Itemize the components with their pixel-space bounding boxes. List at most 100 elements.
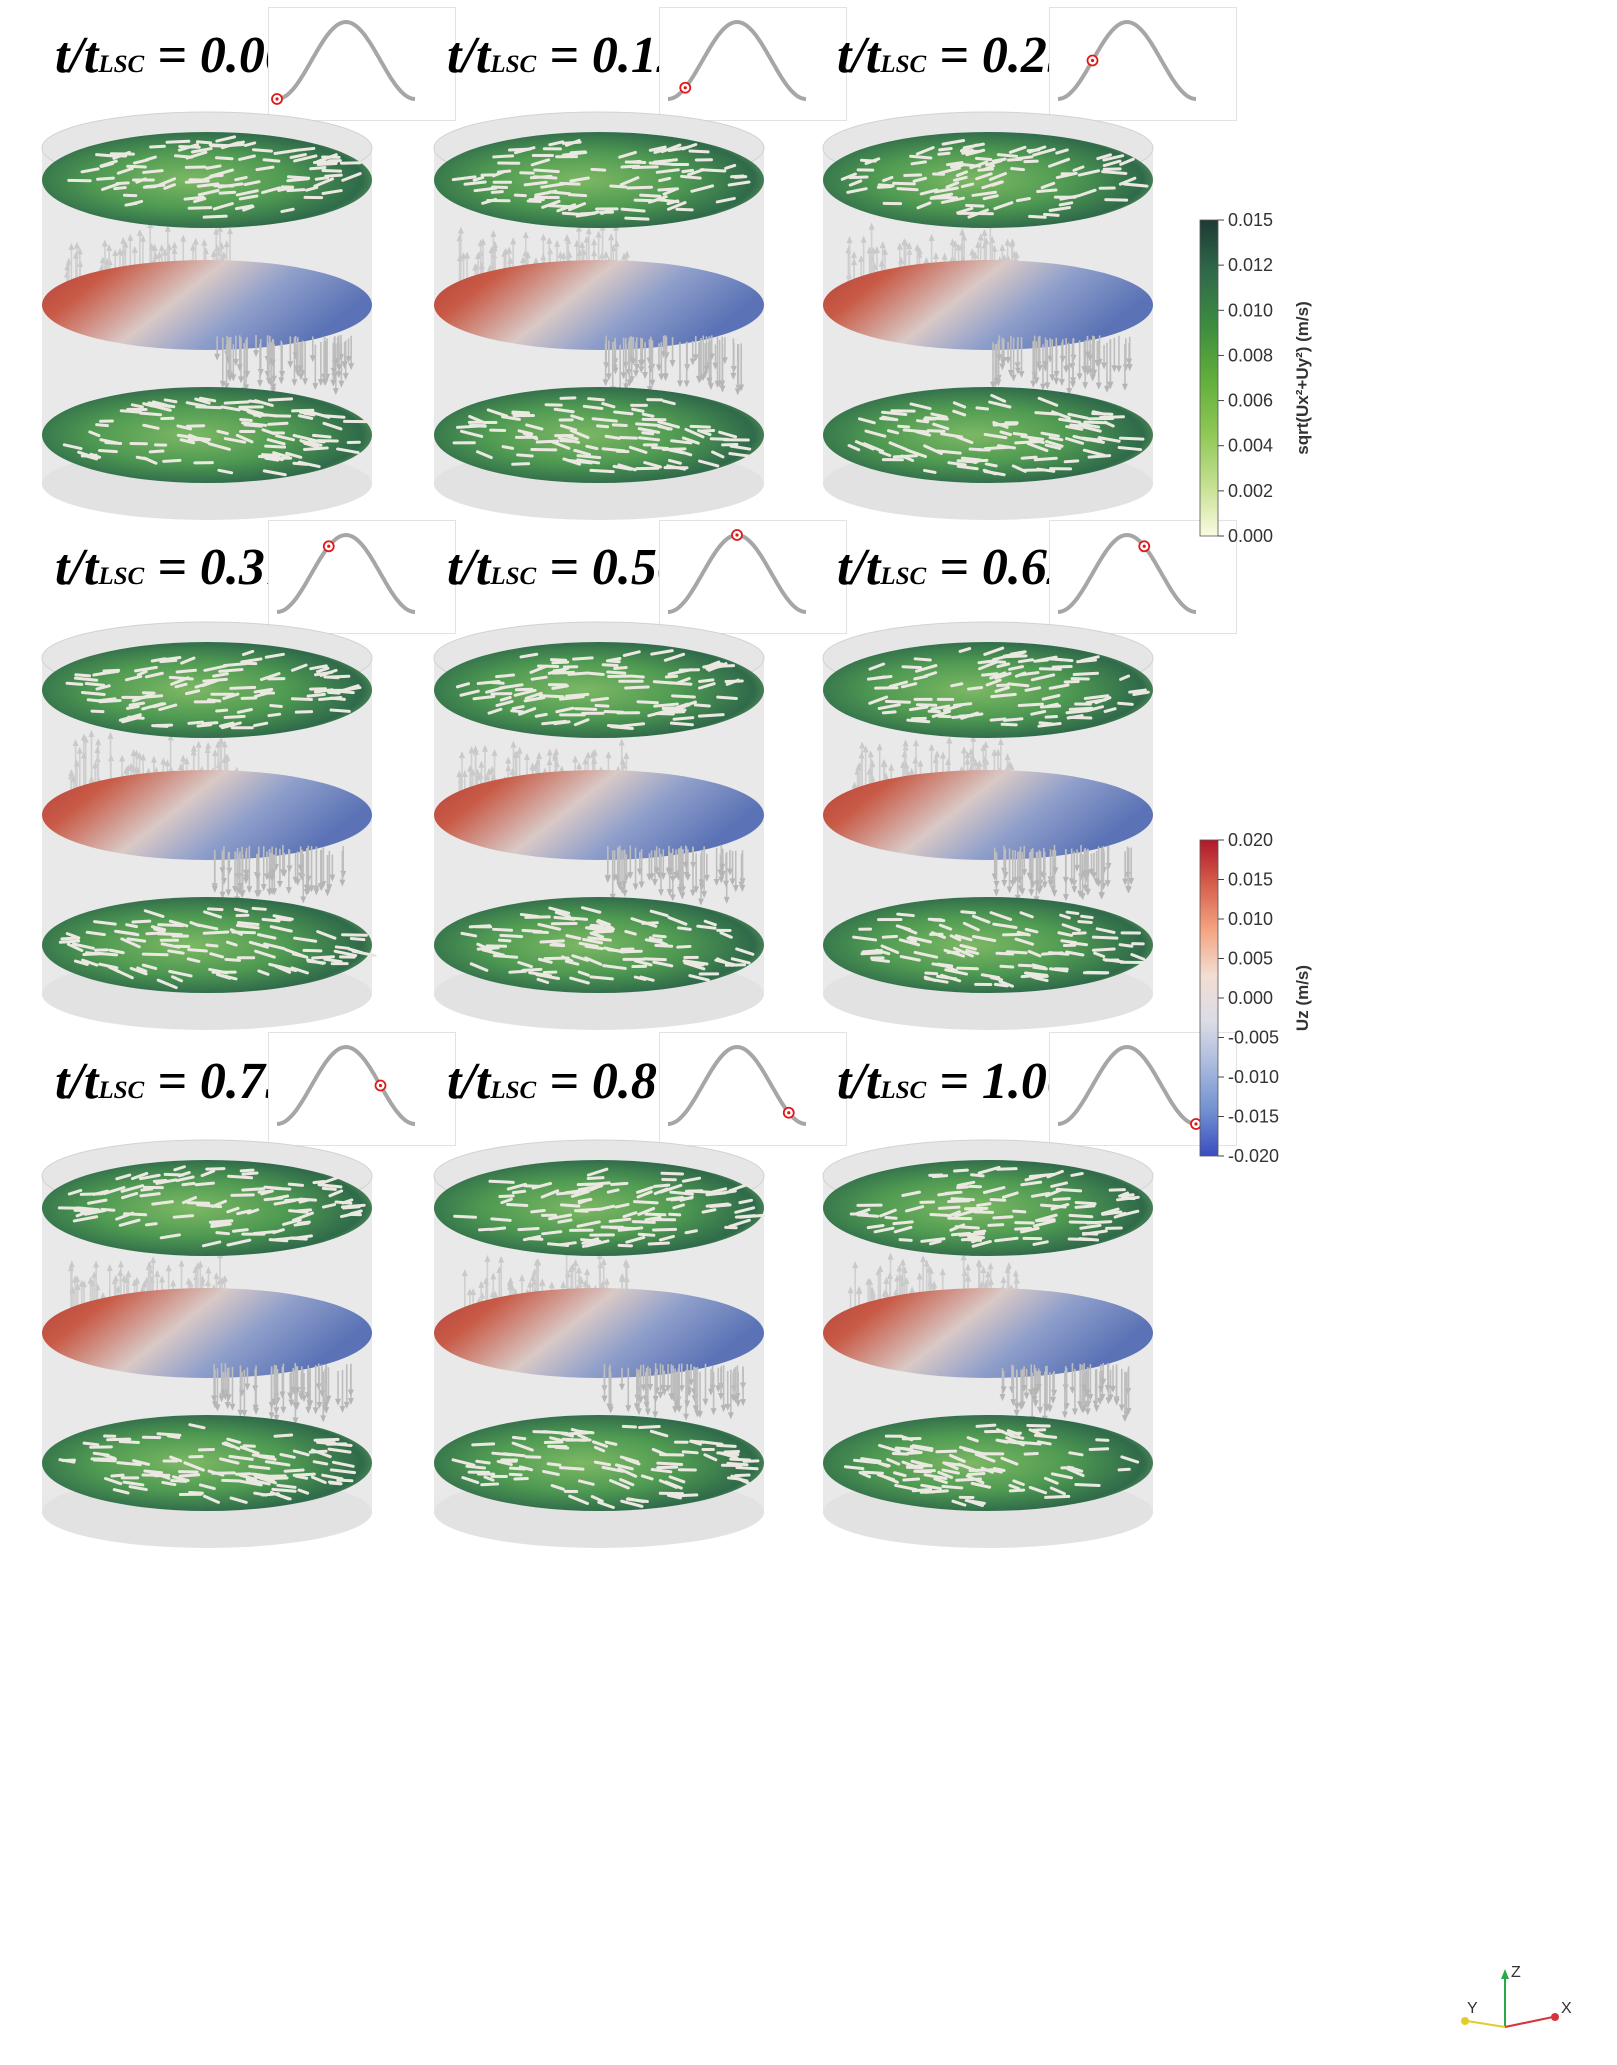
- velocity-arrow: [653, 448, 668, 449]
- velocity-arrow: [1004, 719, 1022, 721]
- velocity-arrow: [323, 170, 341, 171]
- velocity-arrow: [646, 1214, 665, 1215]
- velocity-arrow: [894, 183, 915, 184]
- velocity-arrow: [513, 1437, 524, 1438]
- velocity-arrow: [1074, 673, 1097, 674]
- velocity-arrow: [513, 464, 529, 465]
- velocity-arrow: [139, 696, 162, 698]
- velocity-arrow: [159, 925, 183, 926]
- velocity-arrow: [1089, 456, 1110, 458]
- velocity-arrow: [863, 951, 881, 952]
- velocity-arrow: [130, 703, 144, 705]
- velocity-arrow: [589, 399, 604, 400]
- velocity-arrow: [699, 715, 723, 716]
- velocity-arrow: [728, 1463, 747, 1464]
- velocity-arrow: [639, 1234, 654, 1235]
- velocity-arrow: [128, 166, 146, 167]
- velocity-arrow: [559, 1220, 571, 1222]
- velocity-arrow: [226, 959, 240, 960]
- phase-marker-dot: [684, 86, 687, 89]
- velocity-arrow: [1017, 198, 1029, 200]
- velocity-arrow: [183, 1183, 194, 1184]
- velocity-arrow: [220, 192, 235, 193]
- velocity-arrow: [658, 1467, 677, 1468]
- velocity-arrow: [253, 1455, 273, 1457]
- velocity-arrow: [198, 1205, 221, 1207]
- title-t: t/t: [837, 27, 880, 84]
- z-axis-label: Z: [1511, 1965, 1521, 1981]
- velocity-arrow: [519, 1228, 538, 1229]
- velocity-arrow: [861, 160, 875, 161]
- velocity-arrow: [654, 1229, 676, 1230]
- velocity-arrow: [269, 714, 280, 715]
- phase-marker-dot: [1143, 545, 1146, 548]
- velocity-arrow: [338, 1480, 352, 1481]
- velocity-arrow: [264, 160, 279, 161]
- velocity-arrow: [196, 1183, 213, 1185]
- velocity-arrow: [1119, 703, 1133, 704]
- velocity-arrow: [548, 1464, 560, 1465]
- velocity-arrow: [872, 960, 888, 962]
- velocity-arrow: [551, 660, 565, 661]
- velocity-arrow: [886, 1217, 896, 1218]
- velocity-arrow: [626, 687, 649, 688]
- velocity-arrow: [989, 1225, 1003, 1226]
- velocity-arrow: [342, 935, 366, 936]
- velocity-arrow: [581, 213, 595, 214]
- velocity-arrow: [641, 195, 660, 196]
- velocity-arrow: [534, 932, 548, 933]
- velocity-arrow: [314, 435, 331, 437]
- velocity-arrow: [662, 1173, 683, 1174]
- velocity-arrow: [654, 682, 672, 683]
- velocity-arrow: [150, 451, 163, 452]
- velocity-arrow: [98, 699, 115, 701]
- velocity-arrow: [655, 704, 678, 706]
- title-t: t/t: [447, 539, 490, 596]
- velocity-arrow: [324, 416, 344, 417]
- velocity-arrow: [630, 161, 640, 162]
- velocity-arrow: [569, 1433, 591, 1434]
- title-subscript: LSC: [98, 51, 144, 78]
- title-subscript: LSC: [98, 563, 144, 590]
- velocity-arrow: [894, 456, 916, 457]
- velocity-arrow: [513, 707, 523, 709]
- velocity-arrow: [1035, 458, 1056, 460]
- velocity-arrow: [513, 1191, 524, 1192]
- velocity-arrow: [569, 195, 585, 196]
- speed-plane-top: [823, 642, 1153, 738]
- colorbar-tick-label: 0.015: [1228, 870, 1273, 890]
- velocity-arrow: [689, 1191, 711, 1192]
- velocity-arrow: [316, 178, 327, 180]
- velocity-arrow: [217, 1233, 229, 1234]
- velocity-arrow: [174, 1216, 192, 1218]
- velocity-arrow: [470, 926, 489, 927]
- velocity-arrow: [1034, 967, 1047, 969]
- velocity-arrow: [899, 426, 909, 427]
- velocity-arrow: [244, 1446, 254, 1447]
- velocity-arrow: [1121, 1195, 1133, 1196]
- velocity-arrow: [561, 1468, 583, 1469]
- velocity-arrow: [106, 442, 121, 443]
- velocity-arrow: [1071, 425, 1084, 426]
- velocity-arrow: [606, 1442, 616, 1444]
- velocity-arrow: [1041, 706, 1059, 707]
- phase-marker-dot: [275, 97, 278, 100]
- velocity-arrow: [253, 908, 265, 909]
- velocity-arrow: [217, 710, 227, 711]
- velocity-arrow: [908, 720, 929, 722]
- velocity-arrow: [231, 687, 255, 688]
- velocity-arrow: [243, 1173, 257, 1174]
- velocity-arrow: [203, 723, 217, 724]
- velocity-arrow: [949, 463, 965, 465]
- velocity-arrow: [87, 953, 97, 954]
- velocity-arrow: [344, 1207, 360, 1208]
- cylinder-render: [429, 620, 769, 1032]
- velocity-arrow: [598, 426, 608, 427]
- velocity-arrow: [883, 936, 896, 937]
- colorbar-gradient: [1200, 220, 1218, 536]
- velocity-arrow: [611, 727, 632, 729]
- velocity-arrow: [1073, 933, 1085, 934]
- phase-curve: [1058, 1047, 1196, 1124]
- velocity-arrow: [863, 1472, 883, 1473]
- x-axis-label: X: [1561, 2000, 1572, 2017]
